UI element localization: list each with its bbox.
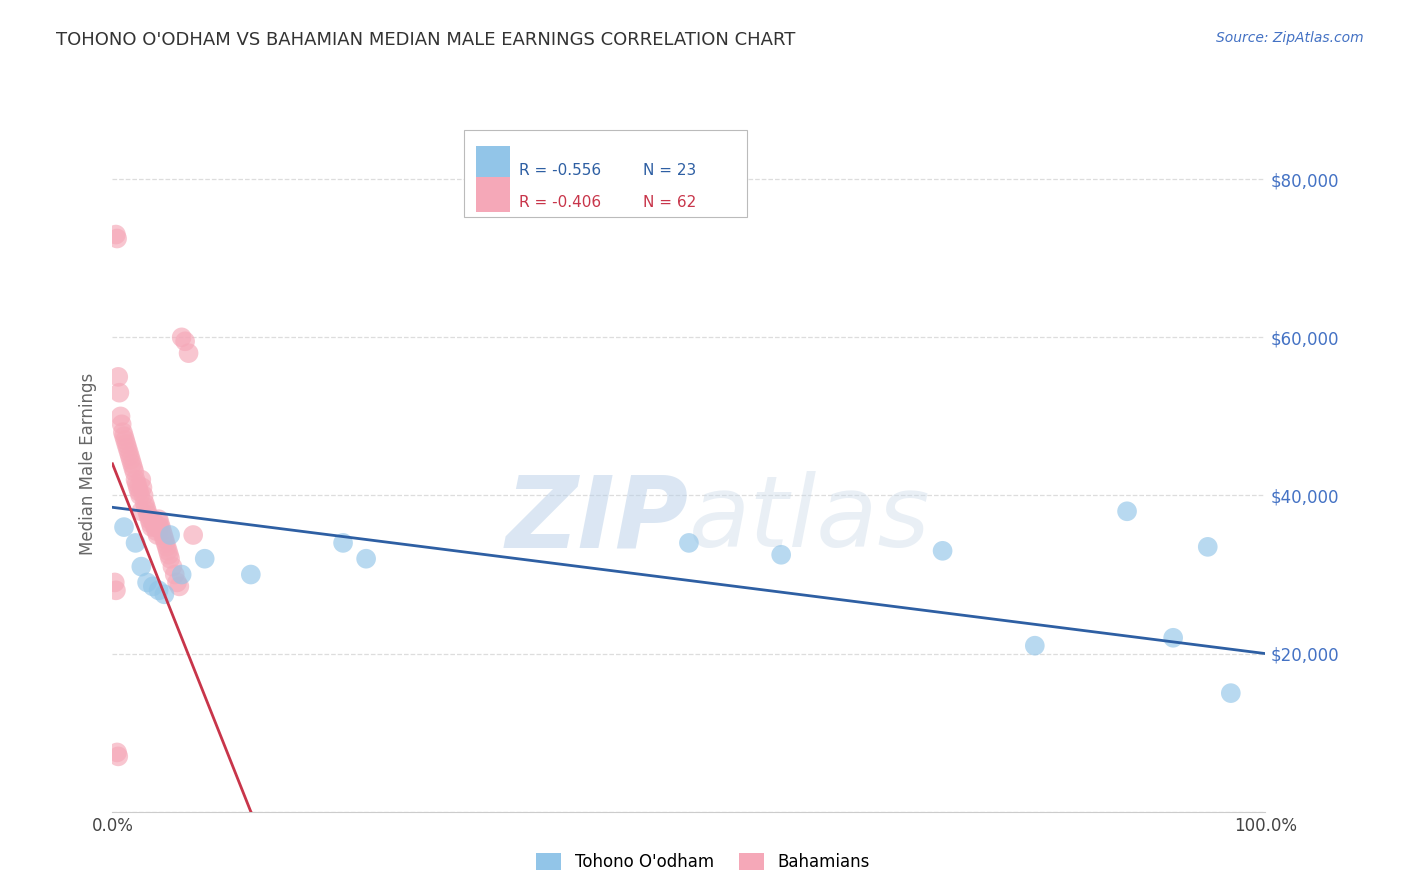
Point <box>169 579 191 593</box>
Point <box>136 508 159 523</box>
Point <box>125 476 148 491</box>
Point <box>354 551 377 566</box>
Point <box>136 575 159 590</box>
Point <box>163 567 186 582</box>
Point <box>1161 631 1184 645</box>
FancyBboxPatch shape <box>475 178 510 212</box>
Point <box>129 473 153 487</box>
Point <box>107 749 129 764</box>
Point <box>124 536 146 550</box>
Point <box>136 504 159 518</box>
Point <box>129 504 153 518</box>
Point <box>135 500 157 515</box>
Point <box>145 524 167 538</box>
Point <box>170 330 193 344</box>
Point <box>143 516 166 530</box>
Point <box>134 496 156 510</box>
Point <box>132 488 155 502</box>
Point <box>159 551 181 566</box>
Point <box>181 528 204 542</box>
Point <box>131 481 153 495</box>
Point <box>152 528 174 542</box>
Point <box>107 370 129 384</box>
Point <box>155 536 177 550</box>
Point <box>1197 540 1219 554</box>
Point <box>770 548 793 562</box>
Point <box>156 544 179 558</box>
Point <box>332 536 354 550</box>
Point <box>108 385 131 400</box>
Text: N = 23: N = 23 <box>643 163 696 178</box>
Point <box>122 460 145 475</box>
Point <box>124 465 146 479</box>
Point <box>1116 504 1139 518</box>
Point <box>1219 686 1241 700</box>
Text: R = -0.556: R = -0.556 <box>519 163 602 178</box>
Point <box>174 334 197 349</box>
Point <box>110 409 132 424</box>
Point <box>146 528 169 542</box>
Text: R = -0.406: R = -0.406 <box>519 194 602 210</box>
Point <box>148 583 170 598</box>
Point <box>105 231 128 245</box>
Point <box>139 516 162 530</box>
Y-axis label: Median Male Earnings: Median Male Earnings <box>79 373 97 555</box>
Point <box>112 429 135 443</box>
Point <box>166 575 188 590</box>
Text: atlas: atlas <box>689 471 931 568</box>
Point <box>1024 639 1046 653</box>
Point <box>143 520 166 534</box>
Point <box>194 551 217 566</box>
Point <box>150 524 173 538</box>
Text: TOHONO O'ODHAM VS BAHAMIAN MEDIAN MALE EARNINGS CORRELATION CHART: TOHONO O'ODHAM VS BAHAMIAN MEDIAN MALE E… <box>56 31 796 49</box>
Point <box>157 548 180 562</box>
Point <box>148 512 170 526</box>
Point <box>111 417 134 432</box>
Point <box>162 559 184 574</box>
Point <box>118 449 141 463</box>
Point <box>148 520 170 534</box>
Point <box>124 473 146 487</box>
Point <box>141 520 163 534</box>
Point <box>127 481 149 495</box>
Point <box>120 453 142 467</box>
Point <box>129 559 153 574</box>
FancyBboxPatch shape <box>464 130 747 217</box>
Point <box>104 575 127 590</box>
Point <box>170 567 193 582</box>
Point <box>678 536 700 550</box>
Point <box>149 516 172 530</box>
Legend: Tohono O'odham, Bahamians: Tohono O'odham, Bahamians <box>529 845 877 880</box>
Point <box>142 579 165 593</box>
Text: Source: ZipAtlas.com: Source: ZipAtlas.com <box>1216 31 1364 45</box>
Point <box>104 583 127 598</box>
Point <box>177 346 200 360</box>
Point <box>156 540 179 554</box>
Point <box>159 528 181 542</box>
Point <box>931 544 953 558</box>
Point <box>114 433 136 447</box>
Point <box>115 437 138 451</box>
Point <box>117 445 139 459</box>
Point <box>153 587 176 601</box>
Text: N = 62: N = 62 <box>643 194 696 210</box>
Point <box>239 567 262 582</box>
Point <box>153 532 176 546</box>
Point <box>112 520 135 534</box>
Point <box>105 746 128 760</box>
Point <box>129 488 152 502</box>
Point <box>117 441 139 455</box>
Point <box>121 457 143 471</box>
Point <box>138 512 160 526</box>
Point <box>128 484 150 499</box>
Point <box>142 512 165 526</box>
Text: ZIP: ZIP <box>506 471 689 568</box>
Point <box>149 520 172 534</box>
Point <box>111 425 134 440</box>
Point <box>104 227 127 242</box>
FancyBboxPatch shape <box>475 146 510 181</box>
